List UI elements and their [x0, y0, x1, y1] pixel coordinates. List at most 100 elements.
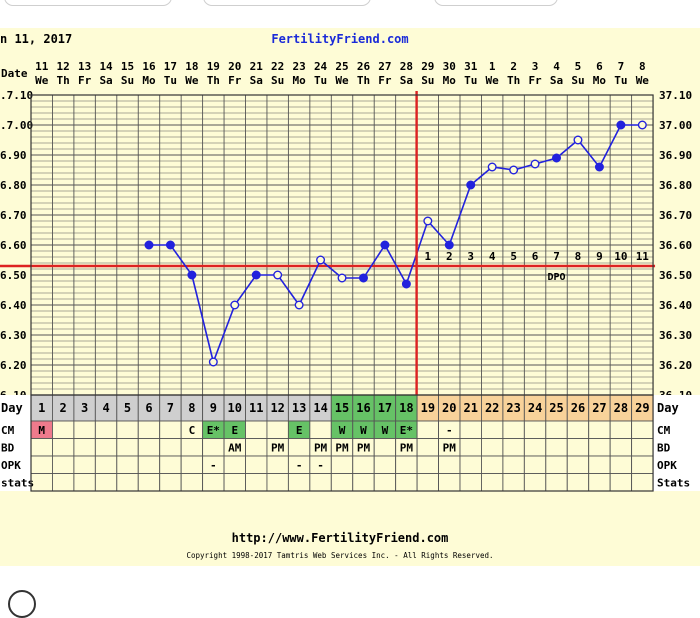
day-number: 14 [313, 401, 327, 415]
weekday-label: Mo [293, 74, 307, 87]
table-cell [94, 473, 118, 492]
table-cell [438, 455, 461, 474]
table-cell [73, 455, 96, 474]
date-label: 16 [142, 60, 156, 73]
weekday-label: Tu [464, 74, 477, 87]
row-label-right: Stats [657, 477, 690, 490]
date-label: 27 [378, 60, 391, 73]
weekday-label: We [35, 74, 49, 87]
table-cell [52, 438, 75, 457]
date-row-label: Date [1, 67, 28, 80]
temp-point-open [273, 270, 283, 280]
day-number: 24 [528, 401, 542, 415]
day-number: 5 [124, 401, 131, 415]
date-label: 26 [357, 60, 371, 73]
footer-url[interactable]: http://www.FertilityFriend.com [231, 531, 449, 545]
table-cell [245, 455, 268, 474]
table-cell [266, 420, 289, 439]
date-label: 22 [271, 60, 284, 73]
table-cell [94, 438, 118, 457]
dpo-label: 2 [446, 250, 453, 263]
header-site: FertilityFriend.com [271, 32, 408, 46]
table-cell [30, 473, 53, 492]
table-cell [245, 420, 268, 439]
table-cell [523, 438, 547, 457]
day-number: 21 [463, 401, 477, 415]
bottom-circle-icon[interactable] [8, 590, 36, 618]
dpo-text: DPO [547, 272, 565, 283]
date-label: 28 [400, 60, 413, 73]
browser-tab-pill-2[interactable] [203, 0, 371, 6]
table-cell [438, 473, 461, 492]
table-cell [202, 438, 225, 457]
temp-point [616, 120, 626, 130]
day-number: 9 [210, 401, 217, 415]
table-cell [566, 455, 590, 474]
weekday-label: We [335, 74, 349, 87]
table-cell [459, 473, 482, 492]
browser-tab-pill-1[interactable] [4, 0, 172, 6]
weekday-label: Tu [614, 74, 627, 87]
day-number: 19 [421, 401, 435, 415]
weekday-label: Sa [550, 74, 563, 87]
y-tick-left: 6.30 [0, 329, 27, 342]
day-number: 26 [571, 401, 585, 415]
table-cell [373, 438, 397, 457]
y-tick-left: .7.10 [0, 89, 33, 102]
temp-point [144, 240, 154, 250]
y-tick-right: 36.60 [659, 239, 692, 252]
weekday-label: Th [207, 74, 220, 87]
weekday-label: Sa [99, 74, 112, 87]
table-cell [481, 438, 504, 457]
table-cell [609, 438, 633, 457]
date-label: 14 [99, 60, 113, 73]
day-number: 3 [81, 401, 88, 415]
date-label: 7 [618, 60, 625, 73]
date-label: 5 [575, 60, 582, 73]
dpo-label: 11 [636, 250, 650, 263]
table-cell-value: E [231, 424, 238, 437]
y-tick-left: 6.60 [0, 239, 27, 252]
row-label-left: stats [1, 477, 34, 490]
fertility-chart: n 11, 2017 FertilityFriend.comDate11We12T… [0, 32, 700, 492]
weekday-label: Su [121, 74, 134, 87]
plot-frame [30, 94, 654, 396]
day-number: 15 [335, 401, 349, 415]
temp-point [552, 153, 562, 163]
table-cell [94, 455, 118, 474]
date-label: 4 [553, 60, 560, 73]
table-cell [588, 455, 611, 474]
day-number: 11 [249, 401, 263, 415]
day-number: 25 [549, 401, 563, 415]
table-cell [566, 473, 590, 492]
y-tick-right: 36.20 [659, 359, 692, 372]
date-label: 29 [421, 60, 434, 73]
table-cell [588, 438, 611, 457]
date-label: 2 [510, 60, 517, 73]
dpo-label: 9 [596, 250, 603, 263]
date-label: 18 [185, 60, 198, 73]
browser-tab-pill-3[interactable] [434, 0, 558, 6]
day-number: 17 [378, 401, 392, 415]
table-cell [352, 473, 375, 492]
table-cell-value: E* [400, 424, 413, 437]
day-number: 6 [145, 401, 152, 415]
table-cell [287, 438, 311, 457]
table-cell [416, 455, 440, 474]
table-cell [459, 420, 482, 439]
dpo-label: 10 [614, 250, 627, 263]
temp-point [380, 240, 390, 250]
table-cell [116, 473, 139, 492]
weekday-label: Fr [378, 74, 392, 87]
table-cell [631, 455, 654, 474]
chart-panel: n 11, 2017 FertilityFriend.com Date 11 We 12 T… [0, 28, 700, 566]
day-number: 4 [102, 401, 109, 415]
temp-point-open [208, 357, 218, 367]
table-cell [373, 455, 397, 474]
y-tick-right: 36.90 [659, 149, 692, 162]
table-cell-value: M [38, 424, 45, 437]
weekday-label: Tu [164, 74, 177, 87]
table-cell [116, 455, 139, 474]
date-label: 25 [335, 60, 348, 73]
dpo-label: 5 [510, 250, 517, 263]
